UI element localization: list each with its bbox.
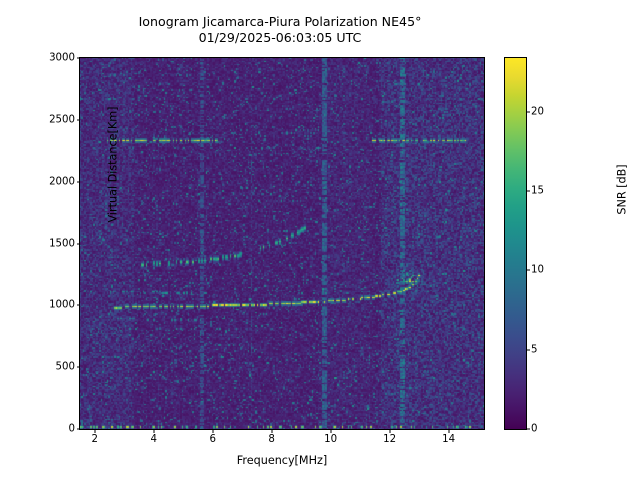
figure-title: Ionogram Jicamarca-Piura Polarization NE… — [0, 14, 560, 45]
x-tick-mark — [448, 429, 450, 433]
colorbar-tick-mark — [526, 428, 530, 430]
y-tick-mark — [76, 181, 80, 183]
x-tick-label: 8 — [268, 434, 275, 445]
colorbar-tick-label: 10 — [531, 264, 544, 276]
y-tick-label: 2000 — [49, 176, 75, 188]
x-tick-label: 12 — [383, 434, 397, 445]
x-axis-label: Frequency[MHz] — [236, 454, 328, 467]
x-tick-mark — [389, 429, 391, 433]
x-tick-label: 2 — [91, 434, 98, 445]
x-tick-mark — [271, 429, 273, 433]
y-axis-label: Virtual Distance[Km] — [106, 106, 120, 223]
x-tick-label: 6 — [209, 434, 216, 445]
colorbar-tick-mark — [526, 269, 530, 271]
colorbar-tick-mark — [526, 190, 530, 192]
x-tick-mark — [153, 429, 155, 433]
x-tick-label: 4 — [150, 434, 157, 445]
colorbar-gradient — [505, 58, 526, 429]
y-tick-label: 0 — [68, 423, 75, 435]
x-tick-mark — [330, 429, 332, 433]
colorbar-tick-mark — [526, 349, 530, 351]
colorbar-label: SNR [dB] — [615, 164, 629, 215]
y-tick-label: 3000 — [49, 52, 75, 64]
y-tick-label: 2500 — [49, 114, 75, 126]
colorbar-tick-label: 15 — [531, 185, 544, 197]
title-line-2: 01/29/2025-06:03:05 UTC — [198, 29, 362, 45]
colorbar-tick-label: 5 — [531, 344, 538, 356]
x-tick-label: 10 — [324, 434, 338, 445]
colorbar-tick-mark — [526, 111, 530, 113]
y-tick-label: 500 — [55, 361, 75, 373]
colorbar-tick-label: 0 — [531, 423, 538, 435]
colorbar: 0 5 10 15 20 SNR [dB] — [504, 57, 629, 435]
y-tick-label: 1500 — [49, 238, 75, 249]
y-tick-mark — [76, 57, 80, 59]
x-tick-mark — [212, 429, 214, 433]
y-tick-label: 1000 — [49, 299, 75, 311]
y-tick-mark — [76, 119, 80, 121]
y-tick-mark — [76, 304, 80, 306]
plot-axes: Virtual Distance[Km] 0 500 1000 1500 2000 250… — [49, 53, 485, 467]
y-tick-mark — [76, 366, 80, 368]
x-tick-mark — [94, 429, 96, 433]
colorbar-tick-label: 20 — [531, 106, 544, 118]
title-line-1: Ionogram Jicamarca-Piura Polarization NE… — [138, 14, 422, 29]
x-tick-label: 14 — [442, 434, 456, 445]
y-tick-mark — [76, 428, 80, 430]
ionogram-heatmap — [80, 58, 484, 429]
y-tick-mark — [76, 243, 80, 244]
